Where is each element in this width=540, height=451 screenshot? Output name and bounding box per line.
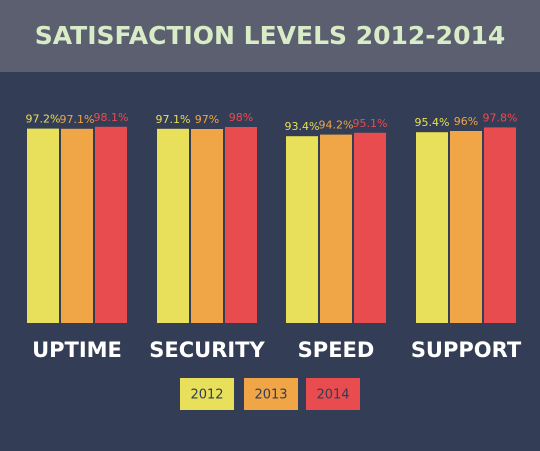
value-label: 94.2% (319, 119, 354, 132)
category-label: SPEED (298, 338, 375, 362)
legend-swatch (306, 378, 360, 410)
value-label: 97% (195, 113, 219, 126)
legend-label: 2013 (254, 388, 287, 403)
bar (61, 128, 93, 323)
category-label: SUPPORT (411, 338, 522, 362)
chart-title: SATISFACTION LEVELS 2012-2014 (35, 21, 506, 50)
bar (191, 129, 223, 323)
value-label: 97.2% (26, 113, 61, 126)
value-label: 96% (454, 115, 478, 128)
value-label: 97.1% (156, 113, 191, 126)
legend-swatch (244, 378, 298, 410)
legend-label: 2012 (190, 388, 223, 403)
bar (320, 134, 352, 323)
bar (354, 132, 386, 323)
bar (416, 132, 448, 323)
legend-label: 2014 (316, 388, 349, 403)
category-label: SECURITY (149, 338, 265, 362)
bar (95, 126, 127, 323)
value-label: 98% (229, 111, 253, 124)
bar (27, 128, 59, 323)
bar (286, 136, 318, 323)
title-band (0, 0, 540, 72)
bar (450, 131, 482, 323)
bar (225, 127, 257, 323)
value-label: 95.4% (415, 116, 450, 129)
value-label: 98.1% (94, 111, 129, 124)
legend-swatch (180, 378, 234, 410)
bar (484, 127, 516, 324)
value-label: 95.1% (353, 117, 388, 130)
category-label: UPTIME (32, 338, 122, 362)
value-label: 93.4% (285, 120, 320, 133)
value-label: 97.8% (483, 111, 518, 124)
bar (157, 128, 189, 323)
value-label: 97.1% (60, 113, 95, 126)
